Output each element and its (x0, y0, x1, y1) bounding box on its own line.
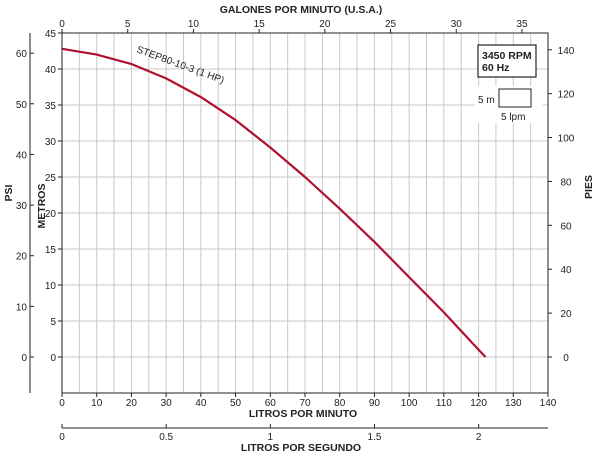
tick-label-metros: 20 (45, 209, 57, 220)
tick-label-psi: 40 (16, 150, 28, 161)
scale-m-label: 5 m (478, 95, 495, 106)
tick-label-pies: 40 (560, 265, 572, 276)
tick-label-gpm: 30 (451, 19, 463, 30)
tick-label-lpm: 10 (91, 398, 103, 409)
tick-label-pies: 120 (558, 90, 575, 101)
tick-label-psi: 20 (16, 252, 28, 263)
tick-label-lpm: 120 (470, 398, 487, 409)
tick-label-lpm: 80 (334, 398, 346, 409)
bottom2-axis-title: LITROS POR SEGUNDO (241, 442, 361, 454)
rpm-box: 3450 RPM 60 Hz (477, 44, 537, 78)
pies-axis-title: PIES (583, 175, 595, 199)
tick-label-gpm: 35 (516, 19, 528, 30)
grid (62, 33, 548, 393)
tick-label-metros: 30 (45, 137, 57, 148)
tick-label-lps: 0 (59, 432, 65, 443)
tick-label-lpm: 60 (265, 398, 277, 409)
tick-label-pies: 20 (560, 309, 572, 320)
tick-label-metros: 25 (45, 173, 57, 184)
tick-label-lpm: 140 (540, 398, 557, 409)
tick-label-lpm: 40 (195, 398, 207, 409)
rpm-label: 3450 RPM (482, 50, 532, 62)
tick-label-gpm: 25 (385, 19, 397, 30)
tick-label-pies: 80 (560, 177, 572, 188)
tick-label-psi: 50 (16, 100, 28, 111)
tick-label-lpm: 130 (505, 398, 522, 409)
top-axis-title: GALONES POR MINUTO (U.S.A.) (220, 4, 383, 16)
tick-label-lpm: 70 (299, 398, 311, 409)
tick-label-gpm: 10 (188, 19, 200, 30)
bottom-axis-title: LITROS POR MINUTO (249, 408, 357, 420)
tick-label-lps: 1.5 (368, 432, 382, 443)
pump-curve (61, 47, 487, 358)
tick-label-lpm: 20 (126, 398, 138, 409)
tick-label-psi: 30 (16, 201, 28, 212)
tick-label-metros: 45 (45, 29, 57, 40)
tick-label-pies: 60 (560, 221, 572, 232)
tick-label-pies: 140 (558, 46, 575, 57)
tick-label-metros: 15 (45, 245, 57, 256)
tick-label-metros: 35 (45, 101, 57, 112)
tick-label-metros: 0 (50, 353, 56, 364)
tick-label-psi: 0 (21, 353, 27, 364)
tick-label-lpm: 90 (369, 398, 381, 409)
tick-label-psi: 60 (16, 49, 28, 60)
tick-label-lpm: 50 (230, 398, 242, 409)
tick-label-lpm: 110 (436, 398, 452, 409)
tick-label-pies: 100 (558, 134, 575, 145)
tick-label-gpm: 15 (254, 19, 266, 30)
tick-label-pies: 0 (563, 353, 569, 364)
tick-label-gpm: 5 (125, 19, 131, 30)
tick-label-lpm: 100 (401, 398, 418, 409)
tick-label-metros: 40 (45, 65, 57, 76)
tick-label-gpm: 0 (59, 19, 65, 30)
scale-legend: 5 m 5 lpm (475, 86, 543, 123)
hz-label: 60 Hz (482, 62, 509, 74)
tick-label-metros: 5 (50, 317, 56, 328)
scale-lpm-label: 5 lpm (501, 112, 525, 123)
tick-label-lpm: 30 (161, 398, 173, 409)
tick-label-gpm: 20 (319, 19, 331, 30)
metros-axis-title: METROS (36, 184, 48, 229)
tick-label-lps: 1 (268, 432, 274, 443)
tick-label-lps: 2 (476, 432, 482, 443)
pump-curve-line (61, 47, 487, 358)
tick-label-lps: 0.5 (159, 432, 173, 443)
psi-axis-title: PSI (3, 184, 15, 201)
tick-label-metros: 10 (45, 281, 57, 292)
tick-label-psi: 10 (16, 302, 28, 313)
tick-label-lpm: 0 (59, 398, 65, 409)
